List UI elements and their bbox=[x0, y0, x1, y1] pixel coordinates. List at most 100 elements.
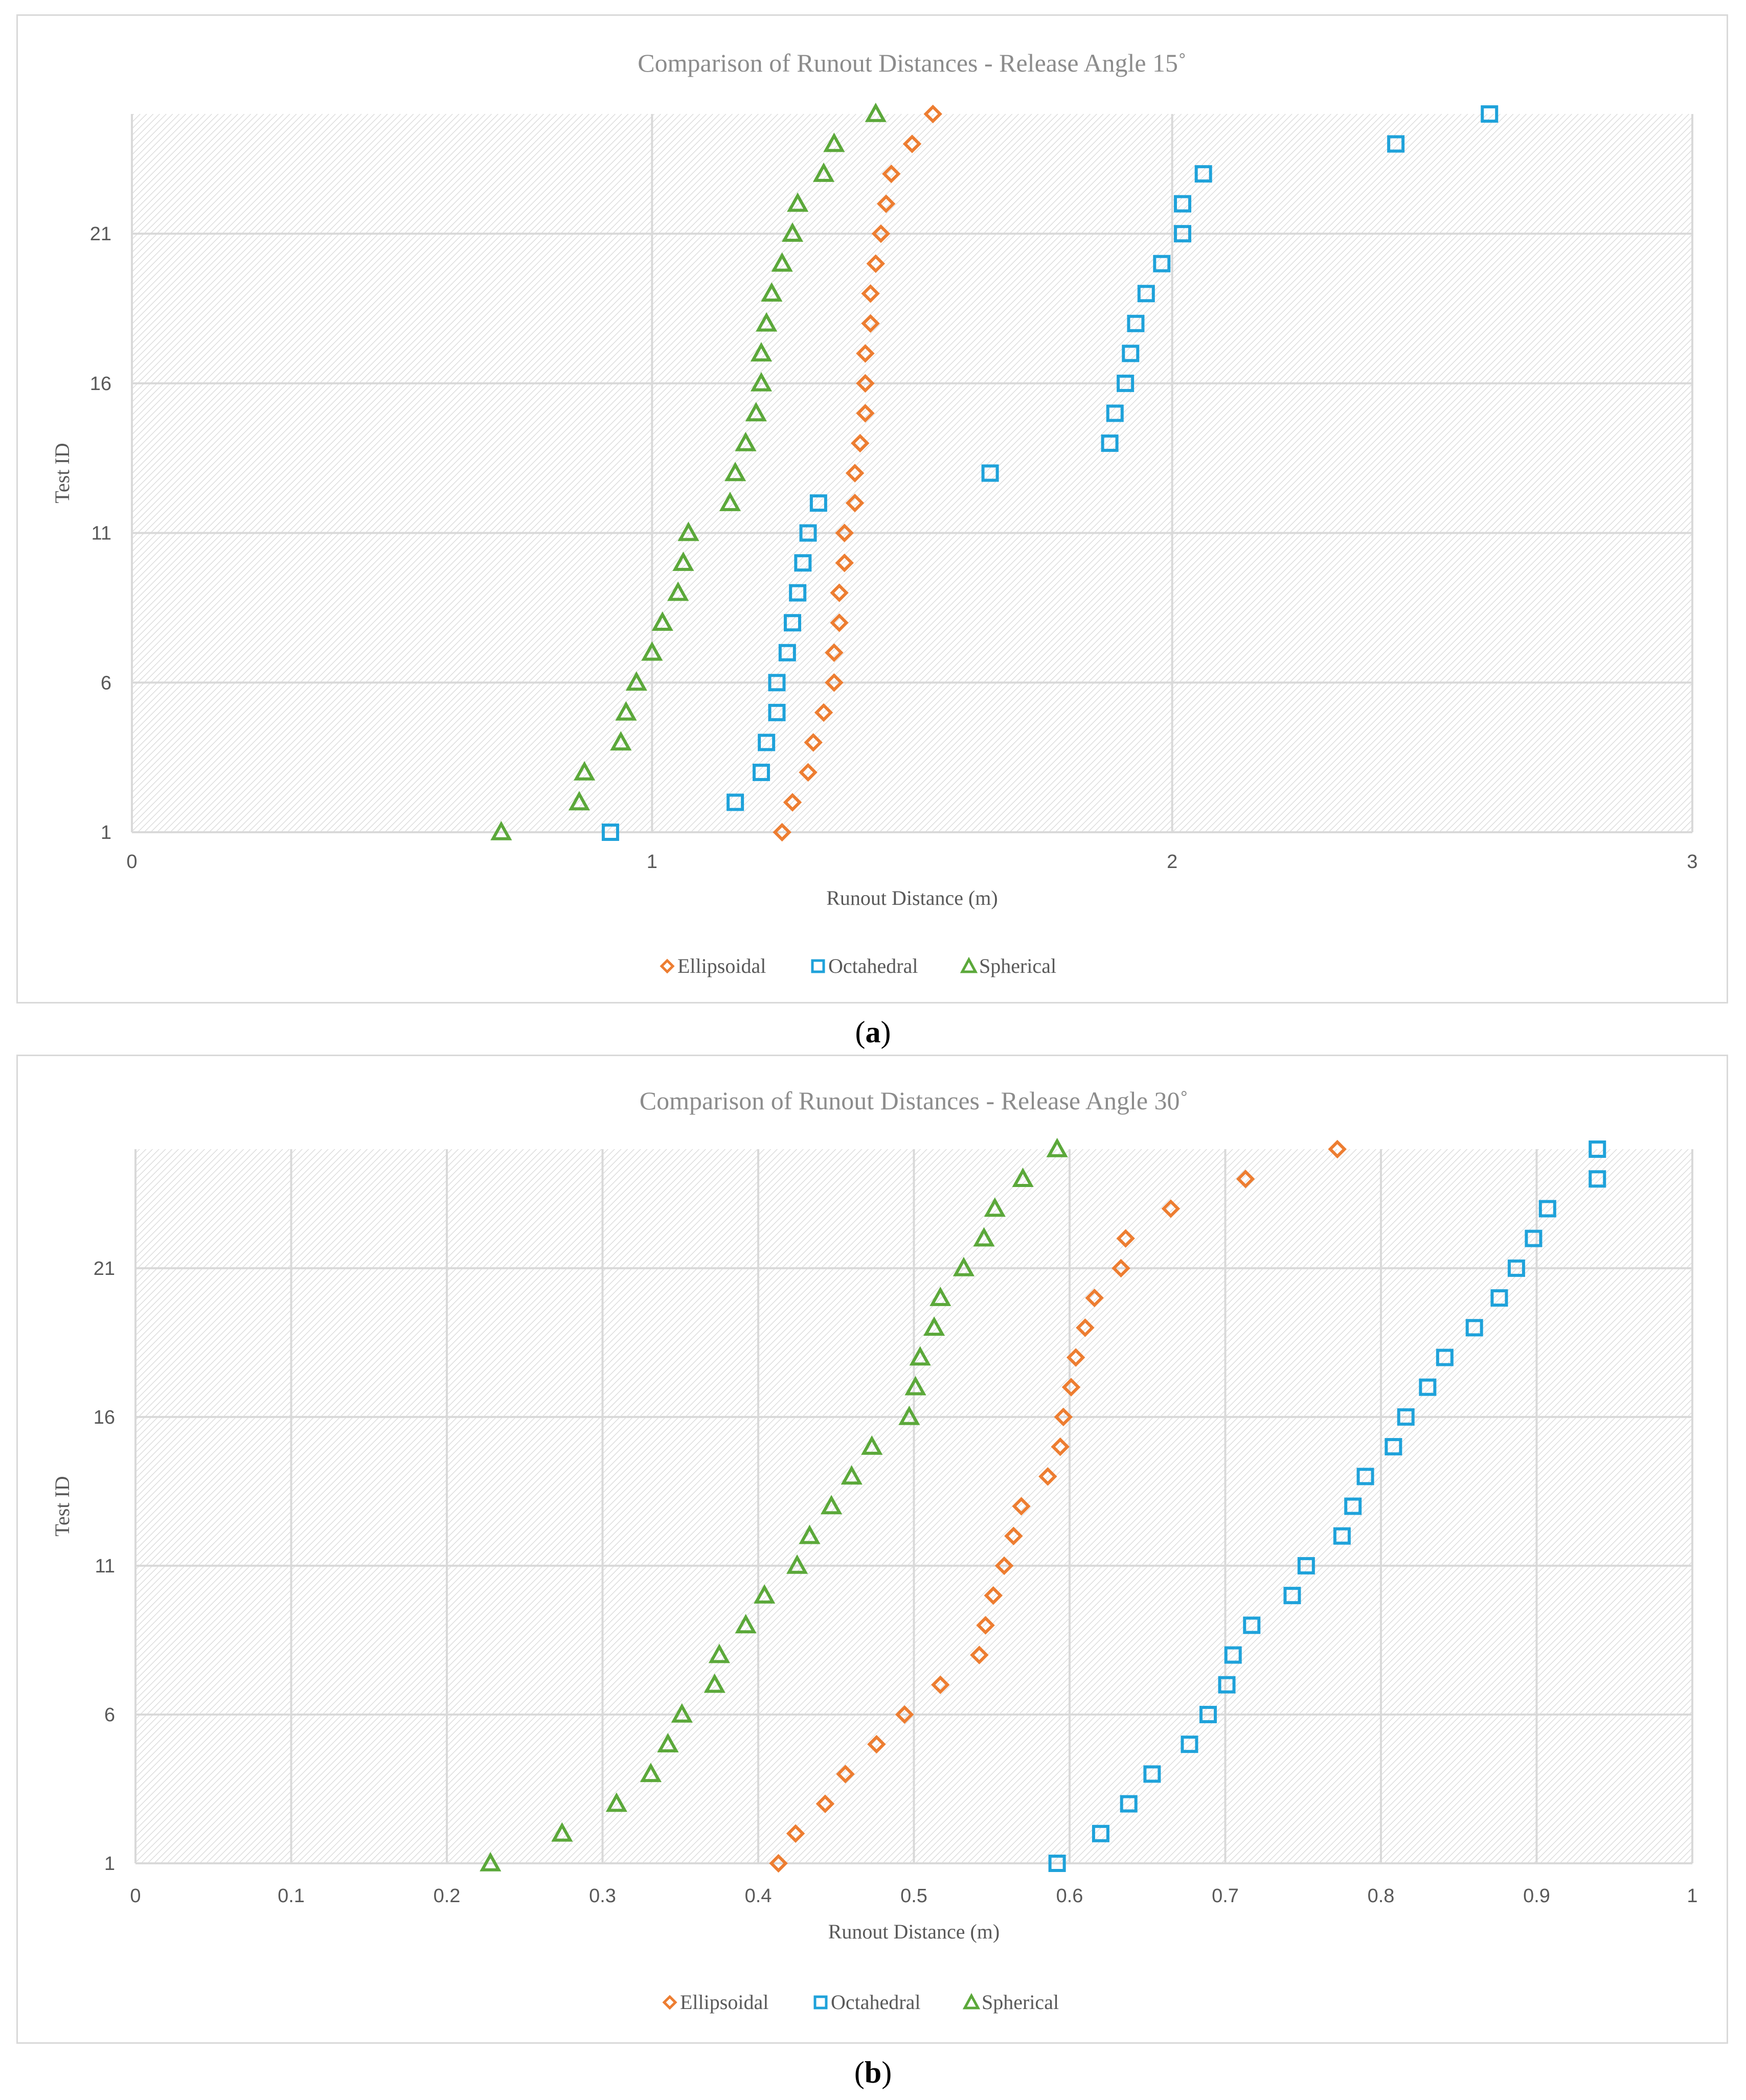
chart-a: Comparison of Runout Distances - Release… bbox=[51, 49, 1698, 977]
data-point bbox=[981, 464, 999, 482]
series-spherical bbox=[480, 1137, 1068, 1871]
data-point bbox=[856, 404, 875, 423]
data-point bbox=[752, 763, 770, 781]
data-point bbox=[1525, 1229, 1543, 1247]
legend-item-octahedral: Octahedral bbox=[811, 954, 918, 977]
data-point bbox=[1085, 1288, 1104, 1308]
legend-label: Spherical bbox=[982, 1991, 1059, 2014]
data-point bbox=[1101, 434, 1119, 452]
data-point bbox=[825, 673, 844, 692]
data-point bbox=[1218, 1676, 1236, 1694]
data-point bbox=[1106, 404, 1124, 422]
data-point bbox=[750, 342, 773, 362]
data-point bbox=[1181, 1736, 1198, 1753]
data-point bbox=[704, 1673, 725, 1693]
data-point bbox=[573, 761, 596, 781]
x-tick-label: 0.3 bbox=[589, 1885, 616, 1907]
data-point bbox=[882, 164, 901, 184]
gridlines bbox=[134, 1149, 1693, 1864]
y-tick-label: 16 bbox=[90, 373, 111, 395]
data-point bbox=[1051, 1437, 1070, 1456]
data-point bbox=[786, 1554, 808, 1574]
data-point bbox=[754, 1584, 776, 1604]
data-point bbox=[909, 1346, 931, 1366]
x-axis-label: Runout Distance (m) bbox=[828, 1920, 1000, 1943]
data-point bbox=[1333, 1527, 1351, 1545]
data-point bbox=[1076, 1318, 1095, 1337]
data-point bbox=[727, 793, 744, 811]
data-point bbox=[724, 462, 746, 482]
data-point bbox=[1066, 1348, 1085, 1367]
y-tick-label: 6 bbox=[104, 1704, 115, 1726]
legend-marker bbox=[662, 1995, 677, 2010]
data-point bbox=[851, 433, 870, 453]
data-point bbox=[845, 464, 865, 483]
data-point bbox=[861, 284, 880, 303]
legend-label: Spherical bbox=[979, 954, 1056, 977]
legend-marker bbox=[962, 1993, 981, 2010]
data-point bbox=[902, 134, 922, 153]
data-point bbox=[771, 252, 793, 272]
data-point bbox=[1004, 1526, 1023, 1545]
data-point bbox=[1507, 1259, 1525, 1277]
legend-marker bbox=[811, 959, 825, 973]
data-point bbox=[708, 1644, 730, 1663]
chart-title: Comparison of Runout Distances - Release… bbox=[640, 1086, 1188, 1115]
legend-label: Octahedral bbox=[831, 1991, 920, 2014]
data-point bbox=[1153, 255, 1171, 272]
data-point bbox=[787, 192, 809, 212]
data-point bbox=[841, 1465, 863, 1485]
data-point bbox=[1061, 1378, 1081, 1397]
data-point bbox=[973, 1227, 995, 1247]
data-point bbox=[1387, 135, 1405, 153]
data-point bbox=[821, 1495, 843, 1515]
data-point bbox=[1224, 1646, 1242, 1664]
data-point bbox=[1054, 1407, 1073, 1427]
data-point bbox=[1465, 1319, 1483, 1337]
y-axis-label: Test ID bbox=[51, 1476, 74, 1536]
legend-item-octahedral: Octahedral bbox=[813, 1991, 920, 2014]
data-point bbox=[1344, 1497, 1362, 1515]
data-point bbox=[799, 524, 817, 542]
series-ellipsoidal bbox=[769, 1139, 1347, 1873]
data-point bbox=[835, 523, 854, 542]
data-point bbox=[984, 1197, 1006, 1217]
data-point bbox=[1137, 285, 1155, 303]
data-point bbox=[866, 254, 886, 273]
data-point bbox=[830, 613, 849, 632]
y-tick-label: 1 bbox=[104, 1853, 115, 1875]
data-point bbox=[750, 372, 773, 392]
data-point bbox=[758, 734, 776, 751]
data-point bbox=[1236, 1169, 1255, 1189]
data-point bbox=[735, 1614, 757, 1634]
series-octahedral bbox=[1048, 1140, 1606, 1872]
x-tick-label: 3 bbox=[1687, 851, 1697, 873]
data-point bbox=[1038, 1467, 1057, 1486]
y-tick-label: 21 bbox=[94, 1258, 115, 1280]
data-point bbox=[1490, 1289, 1508, 1307]
gridlines bbox=[131, 114, 1693, 833]
x-tick-label: 0.8 bbox=[1368, 1885, 1395, 1907]
y-tick-label: 11 bbox=[95, 1556, 115, 1577]
data-point bbox=[994, 1556, 1014, 1576]
data-point bbox=[871, 224, 891, 243]
data-point bbox=[601, 824, 619, 841]
data-point bbox=[745, 402, 767, 422]
data-point bbox=[923, 1316, 945, 1336]
data-point bbox=[651, 611, 673, 631]
x-tick-label: 2 bbox=[1167, 851, 1177, 873]
x-tick-label: 0 bbox=[130, 1885, 141, 1907]
data-point bbox=[904, 1376, 926, 1396]
data-point bbox=[1174, 225, 1192, 243]
series-octahedral bbox=[601, 105, 1499, 841]
data-point bbox=[1127, 314, 1145, 332]
data-point bbox=[1092, 1824, 1109, 1842]
data-point bbox=[756, 312, 778, 332]
data-point bbox=[812, 162, 835, 182]
data-point bbox=[789, 584, 807, 602]
data-point bbox=[804, 733, 823, 752]
data-point bbox=[861, 1435, 883, 1455]
data-point bbox=[861, 314, 880, 333]
data-point bbox=[1589, 1170, 1606, 1188]
y-axis-label: Test ID bbox=[51, 443, 74, 503]
